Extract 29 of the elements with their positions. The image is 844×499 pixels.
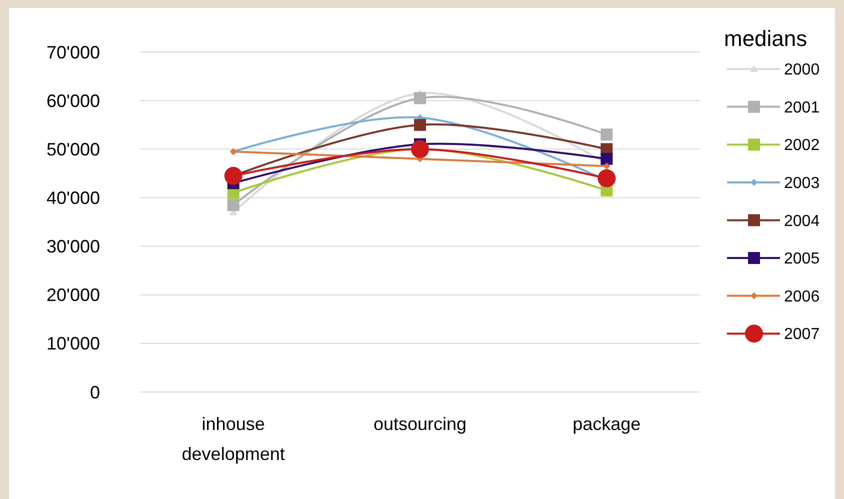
legend-label: 2003 <box>784 175 820 192</box>
x-tick-label: outsourcing <box>373 414 467 434</box>
x-tick-label: package <box>572 414 641 434</box>
x-tick-label: inhouse development <box>182 414 285 464</box>
point <box>598 169 616 188</box>
y-tick-label: 70'000 <box>46 42 100 62</box>
legend-label: 2001 <box>784 99 820 116</box>
legend-title: medians <box>724 26 808 51</box>
point <box>224 166 242 185</box>
y-tick-label: 10'000 <box>46 334 100 354</box>
legend-label: 2005 <box>784 250 820 268</box>
legend-label: 2004 <box>784 212 820 230</box>
y-tick-label: 30'000 <box>46 236 100 257</box>
legend-label: 2000 <box>784 62 820 79</box>
point <box>414 92 426 104</box>
point <box>227 199 240 211</box>
y-tick-label: 0 <box>90 382 100 402</box>
legend-label: 2006 <box>784 288 820 306</box>
point <box>603 162 610 170</box>
legend-label: 2002 <box>784 137 820 154</box>
y-tick-label: 50'000 <box>46 139 100 160</box>
point <box>414 118 426 131</box>
y-tick-label: 20'000 <box>46 285 100 306</box>
legend-label: 2007 <box>784 326 820 344</box>
point <box>600 152 613 165</box>
point <box>411 140 429 158</box>
point <box>600 128 613 141</box>
y-tick-label: 60'000 <box>46 90 100 111</box>
y-tick-label: 40'000 <box>46 188 100 208</box>
